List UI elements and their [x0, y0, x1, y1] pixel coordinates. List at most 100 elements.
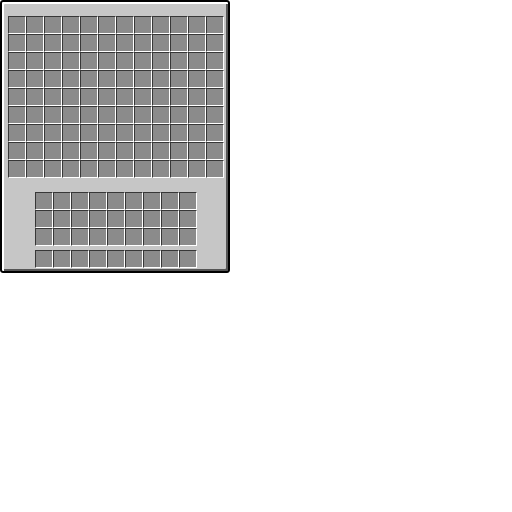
container-slot[interactable]: [26, 160, 44, 178]
inventory-slot[interactable]: [125, 210, 143, 228]
container-slot[interactable]: [8, 52, 26, 70]
container-slot[interactable]: [98, 88, 116, 106]
container-slot[interactable]: [8, 142, 26, 160]
inventory-slot[interactable]: [35, 192, 53, 210]
inventory-slot[interactable]: [107, 192, 125, 210]
container-slot[interactable]: [26, 52, 44, 70]
hotbar-slot[interactable]: [35, 250, 53, 268]
container-slot[interactable]: [188, 160, 206, 178]
container-slot[interactable]: [206, 52, 224, 70]
container-slot[interactable]: [26, 124, 44, 142]
container-slot[interactable]: [152, 34, 170, 52]
container-slot[interactable]: [116, 52, 134, 70]
container-slot[interactable]: [134, 52, 152, 70]
inventory-slot[interactable]: [179, 210, 197, 228]
container-slot[interactable]: [170, 34, 188, 52]
hotbar-slot[interactable]: [161, 250, 179, 268]
container-slot[interactable]: [134, 88, 152, 106]
container-slot[interactable]: [80, 52, 98, 70]
container-slot[interactable]: [44, 52, 62, 70]
hotbar-slot[interactable]: [125, 250, 143, 268]
container-slot[interactable]: [26, 142, 44, 160]
container-slot[interactable]: [188, 88, 206, 106]
container-slot[interactable]: [116, 16, 134, 34]
container-slot[interactable]: [8, 16, 26, 34]
hotbar-slot[interactable]: [179, 250, 197, 268]
inventory-slot[interactable]: [71, 210, 89, 228]
container-slot[interactable]: [170, 88, 188, 106]
inventory-slot[interactable]: [143, 192, 161, 210]
container-slot[interactable]: [152, 88, 170, 106]
container-slot[interactable]: [152, 106, 170, 124]
hotbar-slot[interactable]: [89, 250, 107, 268]
container-slot[interactable]: [134, 160, 152, 178]
container-slot[interactable]: [62, 106, 80, 124]
inventory-slot[interactable]: [35, 210, 53, 228]
container-slot[interactable]: [26, 34, 44, 52]
container-slot[interactable]: [206, 142, 224, 160]
container-slot[interactable]: [98, 160, 116, 178]
container-slot[interactable]: [134, 142, 152, 160]
container-slot[interactable]: [8, 106, 26, 124]
container-slot[interactable]: [170, 52, 188, 70]
container-slot[interactable]: [8, 70, 26, 88]
container-slot[interactable]: [152, 160, 170, 178]
container-slot[interactable]: [62, 88, 80, 106]
container-slot[interactable]: [152, 124, 170, 142]
container-slot[interactable]: [206, 124, 224, 142]
hotbar-slot[interactable]: [107, 250, 125, 268]
container-slot[interactable]: [62, 34, 80, 52]
inventory-slot[interactable]: [179, 192, 197, 210]
container-slot[interactable]: [44, 70, 62, 88]
container-slot[interactable]: [62, 124, 80, 142]
inventory-slot[interactable]: [143, 228, 161, 246]
container-slot[interactable]: [134, 106, 152, 124]
inventory-slot[interactable]: [125, 228, 143, 246]
container-slot[interactable]: [116, 106, 134, 124]
container-slot[interactable]: [98, 16, 116, 34]
container-slot[interactable]: [188, 70, 206, 88]
container-slot[interactable]: [170, 106, 188, 124]
container-slot[interactable]: [62, 160, 80, 178]
container-slot[interactable]: [170, 160, 188, 178]
hotbar-slot[interactable]: [53, 250, 71, 268]
inventory-slot[interactable]: [125, 192, 143, 210]
container-slot[interactable]: [116, 70, 134, 88]
inventory-slot[interactable]: [89, 210, 107, 228]
container-slot[interactable]: [116, 88, 134, 106]
container-slot[interactable]: [44, 160, 62, 178]
inventory-slot[interactable]: [161, 228, 179, 246]
container-slot[interactable]: [80, 70, 98, 88]
inventory-slot[interactable]: [143, 210, 161, 228]
inventory-slot[interactable]: [53, 192, 71, 210]
container-slot[interactable]: [98, 52, 116, 70]
inventory-slot[interactable]: [53, 210, 71, 228]
container-slot[interactable]: [44, 16, 62, 34]
container-slot[interactable]: [98, 142, 116, 160]
container-slot[interactable]: [8, 160, 26, 178]
container-slot[interactable]: [206, 70, 224, 88]
container-slot[interactable]: [62, 142, 80, 160]
container-slot[interactable]: [98, 106, 116, 124]
container-slot[interactable]: [44, 34, 62, 52]
inventory-slot[interactable]: [71, 228, 89, 246]
container-slot[interactable]: [134, 16, 152, 34]
container-slot[interactable]: [80, 106, 98, 124]
container-slot[interactable]: [206, 16, 224, 34]
container-slot[interactable]: [8, 124, 26, 142]
container-slot[interactable]: [62, 16, 80, 34]
container-slot[interactable]: [188, 16, 206, 34]
container-slot[interactable]: [206, 34, 224, 52]
container-slot[interactable]: [152, 16, 170, 34]
inventory-slot[interactable]: [53, 228, 71, 246]
container-slot[interactable]: [80, 160, 98, 178]
container-slot[interactable]: [44, 124, 62, 142]
container-slot[interactable]: [116, 34, 134, 52]
container-slot[interactable]: [116, 160, 134, 178]
hotbar-slot[interactable]: [143, 250, 161, 268]
container-slot[interactable]: [134, 124, 152, 142]
container-slot[interactable]: [170, 16, 188, 34]
container-slot[interactable]: [98, 124, 116, 142]
inventory-slot[interactable]: [161, 192, 179, 210]
container-slot[interactable]: [170, 70, 188, 88]
